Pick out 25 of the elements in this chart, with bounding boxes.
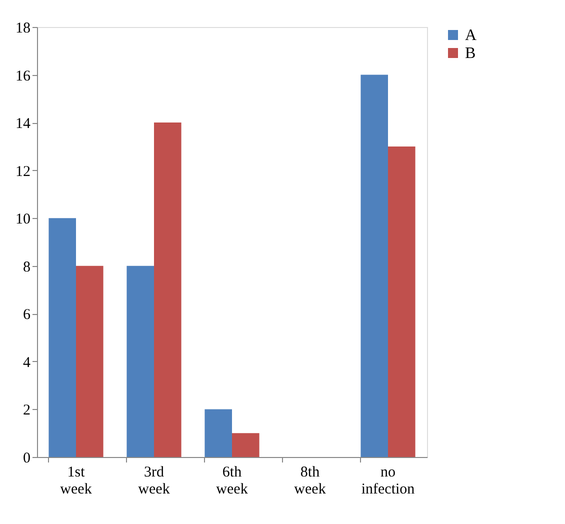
legend-label: B (465, 45, 476, 62)
bar (76, 266, 104, 457)
bar (388, 146, 416, 457)
bar (48, 218, 76, 457)
y-tick-label: 16 (16, 68, 31, 84)
y-tick-label: 8 (23, 259, 30, 276)
y-tick-label: 4 (23, 354, 31, 371)
x-tick-label: no infection (361, 464, 416, 498)
bar (232, 433, 260, 457)
y-tick-label: 18 (16, 20, 30, 36)
bar (360, 74, 388, 457)
bar (204, 409, 232, 457)
y-tick-label: 14 (16, 116, 31, 132)
bar (154, 122, 182, 457)
y-tick-label: 10 (16, 212, 30, 228)
y-tick-label: 0 (23, 450, 30, 466)
x-tick-label: 6th week (216, 464, 248, 498)
x-tick-label: 1st week (60, 464, 92, 498)
y-tick-label: 12 (16, 164, 30, 180)
x-tick-label: 8th week (294, 464, 326, 498)
y-tick-label: 2 (23, 402, 30, 419)
x-tick-label: 3rd week (138, 464, 170, 498)
y-tick-label: 6 (23, 307, 31, 324)
bar (126, 266, 154, 457)
legend-label: A (465, 27, 477, 44)
